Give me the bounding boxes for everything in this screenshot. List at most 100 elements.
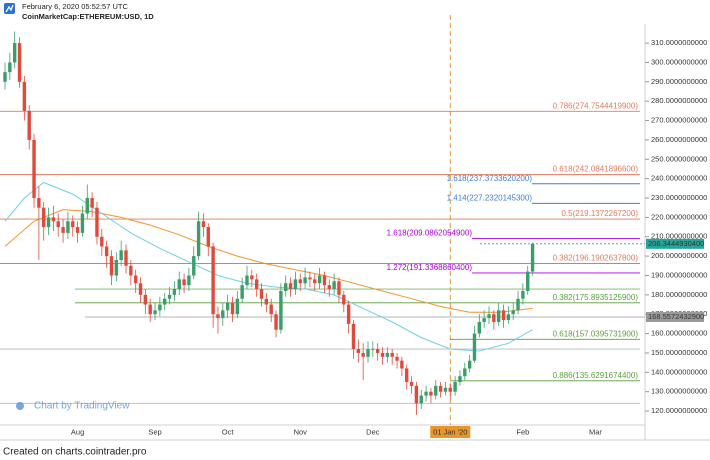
candle-body xyxy=(245,275,249,286)
y-tick-label: 120.0000000000 xyxy=(651,406,707,415)
fib-level-label: 0.382(175.8935125900) xyxy=(553,293,639,302)
candle-body xyxy=(124,250,128,266)
candle-body xyxy=(342,294,346,305)
y-tick-label: 140.0000000000 xyxy=(651,367,707,376)
candle-body xyxy=(458,376,462,383)
candle-body xyxy=(501,310,506,321)
y-tick-label: 200.0000000000 xyxy=(651,251,707,260)
x-tick-label: Oct xyxy=(222,427,235,436)
candle-body xyxy=(196,221,201,257)
candle-body xyxy=(293,279,298,290)
y-tick-label: 250.0000000000 xyxy=(651,154,707,163)
candle-body xyxy=(158,304,162,311)
fib-level-label: 1.414(227.2320145300) xyxy=(447,193,533,202)
candle-body xyxy=(506,314,511,321)
candle-body xyxy=(337,281,341,295)
y-tick-label: 230.0000000000 xyxy=(651,193,707,202)
candle-body xyxy=(414,385,419,404)
candle-body xyxy=(409,382,414,386)
y-tick-label: 260.0000000000 xyxy=(651,135,707,144)
candle-body xyxy=(424,391,428,396)
timestamp: February 6, 2020 05:52:57 UTC xyxy=(22,2,128,11)
candle-body xyxy=(240,285,244,299)
x-tick-label: Sep xyxy=(148,427,161,436)
candle-body xyxy=(448,387,452,392)
candle-body xyxy=(477,321,482,334)
candle-body xyxy=(75,227,80,233)
candle-body xyxy=(443,387,448,392)
candle-body xyxy=(42,207,46,228)
footer: Created on charts.cointrader.pro xyxy=(3,447,147,458)
candle-body xyxy=(284,283,288,291)
candle-body xyxy=(530,243,535,272)
candle-body xyxy=(434,385,438,396)
price-marker-label: 206.3444930400 xyxy=(648,239,704,248)
candle-body xyxy=(332,281,336,290)
candle-body xyxy=(46,217,51,228)
candle-body xyxy=(463,368,467,377)
y-tick-label: 270.0000000000 xyxy=(651,116,707,125)
y-tick-label: 280.0000000000 xyxy=(651,96,707,105)
fib-level-label: 1.272(191.3368860400) xyxy=(387,263,473,272)
candle-body xyxy=(274,314,278,330)
candle-body xyxy=(8,62,12,73)
price-marker-box xyxy=(646,238,704,249)
candle-body xyxy=(438,385,443,392)
candle-body xyxy=(298,279,302,284)
fib-level-label: 1.618(237.3733620200) xyxy=(447,174,533,183)
candle-body xyxy=(119,250,123,260)
candle-body xyxy=(143,294,148,305)
candle-body xyxy=(511,310,515,315)
x-tick-label: Aug xyxy=(71,427,84,436)
candle-body xyxy=(148,304,152,315)
candle-body xyxy=(66,221,70,233)
candle-body xyxy=(133,275,138,284)
candle-body xyxy=(172,289,177,295)
candle-body xyxy=(380,352,385,357)
y-tick-label: 300.0000000000 xyxy=(651,57,707,66)
candle-body xyxy=(361,352,365,357)
price-marker-box xyxy=(646,312,704,323)
candle-body xyxy=(3,72,7,82)
price-marker-label: 168.5572432900 xyxy=(648,312,704,321)
candle-body xyxy=(211,246,215,315)
candle-body xyxy=(526,271,530,291)
y-tick-label: 210.0000000000 xyxy=(651,232,707,241)
candle-body xyxy=(375,349,380,353)
candle-body xyxy=(516,298,520,311)
candle-body xyxy=(230,302,235,315)
candle-body xyxy=(100,236,104,247)
candle-body xyxy=(322,275,327,286)
candle-body xyxy=(385,352,390,357)
candle-body xyxy=(405,368,409,383)
candle-body xyxy=(56,221,60,228)
x-tick-label: 01 Jan '20 xyxy=(433,427,467,436)
candle-body xyxy=(95,207,99,237)
candle-body xyxy=(482,318,486,322)
y-tick-label: 240.0000000000 xyxy=(651,174,707,183)
candle-body xyxy=(187,275,191,286)
candle-body xyxy=(216,314,220,319)
candle-body xyxy=(163,298,167,305)
candle-body xyxy=(90,198,94,208)
candle-body xyxy=(496,310,501,322)
candle-body xyxy=(85,198,89,214)
y-tick-label: 180.0000000000 xyxy=(651,290,707,299)
candle-body xyxy=(400,360,404,369)
fib-level-label: 0.618(157.0395731900) xyxy=(553,329,639,338)
x-tick-label: Mar xyxy=(589,427,602,436)
candle-body xyxy=(429,391,433,396)
candle-body xyxy=(114,259,119,276)
y-tick-label: 310.0000000000 xyxy=(651,38,707,47)
candle-body xyxy=(177,279,181,290)
candle-body xyxy=(269,304,273,315)
candle-body xyxy=(182,279,186,286)
y-tick-label: 160.0000000000 xyxy=(651,329,707,338)
candle-body xyxy=(327,285,331,290)
candle-body xyxy=(492,314,496,322)
candle-body xyxy=(221,310,225,319)
candle-body xyxy=(104,246,109,257)
candle-body xyxy=(51,217,56,222)
candle-body xyxy=(419,395,423,404)
